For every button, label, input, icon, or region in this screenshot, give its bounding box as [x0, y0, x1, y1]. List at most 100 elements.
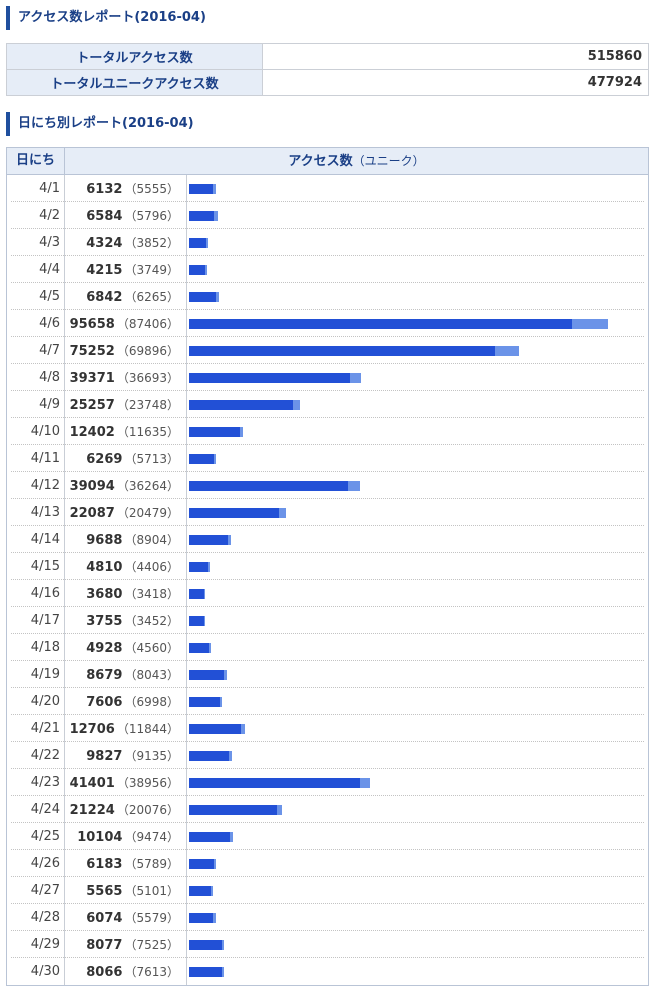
daily-row: 4/3 4324 （3852） [7, 229, 648, 256]
unique-access-count: （9474） [124, 830, 179, 844]
day-label: 4/29 [30, 937, 60, 952]
access-value-cell: 21224 （20076） [64, 801, 186, 818]
daily-row: 4/1 6132 （5555） [7, 175, 648, 202]
day-label: 4/24 [30, 802, 60, 817]
value-column-divider [186, 175, 187, 985]
unique-access-count: （9135） [124, 749, 179, 763]
bar-cell [186, 553, 648, 580]
daily-row: 4/21 12706 （11844） [7, 715, 648, 742]
unique-access-bar [189, 886, 212, 896]
unique-access-bar [189, 778, 360, 788]
daily-row: 4/6 95658 （87406） [7, 310, 648, 337]
unique-access-bar [189, 400, 294, 410]
bar-cell [186, 418, 648, 445]
day-label: 4/1 [39, 181, 60, 196]
unique-access-count: （6998） [124, 695, 179, 709]
unique-access-count: （5101） [124, 884, 179, 898]
bar-cell [186, 850, 648, 877]
daily-report-table: 日にち アクセス数（ユニーク） 4/1 6132 （5555） 4/2 6584 （579… [6, 147, 649, 986]
bar-cell [186, 715, 648, 742]
unique-access-bar [189, 481, 348, 491]
day-label: 4/18 [30, 640, 60, 655]
monthly-report-title: アクセス数レポート(2016-04) [6, 6, 206, 30]
bar-cell [186, 823, 648, 850]
summary-table: トータルアクセス数 515860 トータルユニークアクセス数 477924 [6, 43, 649, 96]
daily-row: 4/14 9688 （8904） [7, 526, 648, 553]
bar-cell [186, 661, 648, 688]
access-column-header: アクセス数（ユニーク） [65, 148, 648, 174]
daily-row: 4/7 75252 （69896） [7, 337, 648, 364]
summary-row-unique: トータルユニークアクセス数 477924 [6, 69, 649, 96]
unique-access-value: 477924 [262, 69, 649, 96]
total-access-count: 8679 [86, 668, 123, 683]
unique-access-bar [189, 535, 228, 545]
bar-cell [186, 256, 648, 283]
unique-access-count: （5796） [124, 209, 179, 223]
day-label: 4/4 [39, 262, 60, 277]
day-label: 4/6 [39, 316, 60, 331]
daily-row: 4/30 8066 （7613） [7, 958, 648, 985]
access-value-cell: 6074 （5579） [64, 909, 186, 926]
unique-access-count: （3418） [124, 587, 179, 601]
bar-cell [186, 472, 648, 499]
unique-access-bar [189, 238, 206, 248]
access-value-cell: 41401 （38956） [64, 774, 186, 791]
day-column-divider [64, 175, 65, 985]
total-access-count: 6584 [86, 209, 123, 224]
bar-cell [186, 742, 648, 769]
day-label: 4/22 [30, 748, 60, 763]
unique-access-count: （7525） [124, 938, 179, 952]
bar-cell [186, 607, 648, 634]
total-access-count: 4215 [86, 263, 123, 278]
bar-cell [186, 310, 648, 337]
unique-access-bar [189, 427, 240, 437]
access-value-cell: 95658 （87406） [64, 315, 186, 332]
daily-row: 4/4 4215 （3749） [7, 256, 648, 283]
total-access-count: 4810 [86, 560, 123, 575]
total-access-count: 6269 [86, 452, 123, 467]
unique-access-bar [189, 346, 496, 356]
total-access-count: 5565 [86, 884, 123, 899]
daily-row: 4/15 4810 （4406） [7, 553, 648, 580]
access-value-cell: 39371 （36693） [64, 369, 186, 386]
bar-cell [186, 877, 648, 904]
access-value-cell: 4324 （3852） [64, 234, 186, 251]
access-value-cell: 6132 （5555） [64, 180, 186, 197]
total-access-count: 39094 [69, 479, 115, 494]
day-label: 4/20 [30, 694, 60, 709]
access-value-cell: 9688 （8904） [64, 531, 186, 548]
day-label: 4/8 [39, 370, 60, 385]
unique-access-label: トータルユニークアクセス数 [6, 69, 263, 96]
bar-cell [186, 499, 648, 526]
daily-row: 4/22 9827 （9135） [7, 742, 648, 769]
access-value-cell: 3680 （3418） [64, 585, 186, 602]
daily-row: 4/18 4928 （4560） [7, 634, 648, 661]
unique-access-count: （5789） [124, 857, 179, 871]
total-access-count: 4928 [86, 641, 123, 656]
total-access-count: 12706 [69, 722, 115, 737]
daily-row: 4/12 39094 （36264） [7, 472, 648, 499]
bar-cell [186, 580, 648, 607]
total-access-count: 95658 [69, 317, 115, 332]
unique-access-count: （3452） [124, 614, 179, 628]
day-label: 4/23 [30, 775, 60, 790]
unique-access-count: （4406） [124, 560, 179, 574]
unique-access-count: （36693） [116, 371, 179, 385]
unique-access-count: （11635） [116, 425, 179, 439]
day-label: 4/10 [30, 424, 60, 439]
day-label: 4/16 [30, 586, 60, 601]
total-access-count: 12402 [69, 425, 115, 440]
unique-access-bar [189, 697, 220, 707]
unique-access-bar [189, 562, 209, 572]
daily-row: 4/9 25257 （23748） [7, 391, 648, 418]
access-value-cell: 75252 （69896） [64, 342, 186, 359]
day-label: 4/17 [30, 613, 60, 628]
daily-row: 4/2 6584 （5796） [7, 202, 648, 229]
access-value-cell: 6584 （5796） [64, 207, 186, 224]
day-label: 4/2 [39, 208, 60, 223]
access-value-cell: 6269 （5713） [64, 450, 186, 467]
day-label: 4/9 [39, 397, 60, 412]
unique-access-count: （8904） [124, 533, 179, 547]
daily-row: 4/17 3755 （3452） [7, 607, 648, 634]
total-access-count: 6074 [86, 911, 123, 926]
